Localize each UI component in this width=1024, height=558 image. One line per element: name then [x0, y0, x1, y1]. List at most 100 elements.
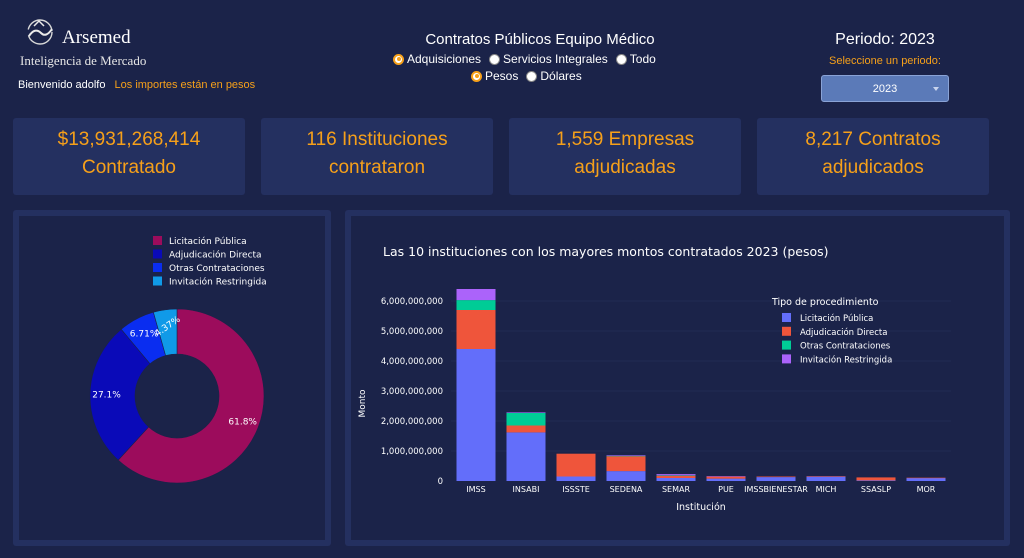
donut-slice-invitacion-restringida[interactable]: [153, 308, 178, 356]
bar-segment-imssbienestar-licitacion-publica[interactable]: [756, 477, 796, 481]
bar-segment-insabi-licitacion-publica[interactable]: [506, 432, 546, 481]
legend-label-otras-contrataciones[interactable]: Otras Contrataciones: [800, 342, 891, 352]
bar-segment-insabi-invitacion-restringida[interactable]: [506, 412, 546, 413]
radio-adquisiciones[interactable]: Adquisiciones: [393, 52, 481, 66]
bar-segment-insabi-adjudicacion-directa[interactable]: [506, 425, 546, 433]
legend-swatch-otras-contrataciones[interactable]: [782, 340, 791, 350]
bar-segment-semar-otras-contrataciones[interactable]: [656, 475, 696, 476]
bar-chart: Las 10 instituciones con los mayores mon…: [358, 244, 951, 513]
x-tick-label: ISSSTE: [562, 485, 590, 494]
radio-dot[interactable]: [526, 70, 538, 82]
radio-todo[interactable]: Todo: [615, 52, 656, 66]
bar-segment-sedena-invitacion-restringida[interactable]: [606, 455, 646, 456]
bar-segment-semar-invitacion-restringida[interactable]: [656, 474, 696, 476]
legend-label-licitacion-publica[interactable]: Licitación Pública: [800, 313, 873, 324]
legend-label-licitacion-publica[interactable]: Licitación Pública: [169, 236, 247, 247]
donut-slice-adjudicacion-directa[interactable]: [89, 328, 151, 461]
kpi-value: 116 Instituciones: [306, 129, 448, 150]
period-selected-value: 2023: [872, 82, 898, 95]
period-title: Periodo: 2023: [835, 31, 935, 48]
y-tick-label: 6,000,000,000: [381, 297, 443, 307]
radio-dot[interactable]: [489, 53, 501, 65]
radio-dot-selected[interactable]: [471, 70, 482, 82]
donut-slice-licitacion-publica[interactable]: [117, 308, 265, 484]
legend-swatch-adjudicacion-directa[interactable]: [782, 326, 791, 336]
brand-subtitle: Inteligencia de Mercado: [20, 53, 147, 68]
y-axis-label: Monto: [358, 389, 368, 418]
radio-label: Pesos: [485, 69, 519, 83]
donut-chart: Licitación Pública Adjudicación Directa Ot…: [89, 236, 267, 484]
bar-segment-pue-adjudicacion-directa[interactable]: [706, 476, 746, 479]
bar-segment-insabi-otras-contrataciones[interactable]: [506, 412, 546, 426]
radio-servicios-integrales[interactable]: Servicios Integrales: [489, 52, 608, 66]
bar-segment-pue-licitacion-publica[interactable]: [706, 478, 746, 481]
legend-label-invitacion-restringida[interactable]: Invitación Restringida: [800, 354, 892, 365]
bar-segment-ssaslp-licitacion-publica[interactable]: [856, 480, 896, 481]
radio-dolares[interactable]: Dólares: [526, 69, 582, 83]
bar-segment-imss-otras-contrataciones[interactable]: [456, 300, 496, 310]
kpi-card-total: $13,931,268,414 Contratado: [13, 118, 245, 195]
institutions-bar-panel: Las 10 instituciones con los mayores mon…: [345, 210, 1010, 546]
radio-label: Dólares: [540, 69, 582, 83]
donut-value-label: 27.1%: [92, 390, 121, 400]
radio-label: Adquisiciones: [407, 52, 482, 66]
legend-swatch-licitacion-publica[interactable]: [153, 236, 162, 245]
kpi-caption: adjudicadas: [574, 157, 676, 178]
logo-icon: [27, 19, 53, 45]
y-tick-label: 3,000,000,000: [381, 387, 443, 397]
bar-segment-ssaslp-adjudicacion-directa[interactable]: [856, 477, 896, 481]
kpi-caption: adjudicados: [822, 157, 924, 178]
legend-label-invitacion-restringida[interactable]: Invitación Restringida: [169, 277, 267, 288]
bar-segment-pue-invitacion-restringida[interactable]: [706, 476, 746, 477]
y-tick-label: 4,000,000,000: [381, 357, 443, 367]
bar-segment-semar-adjudicacion-directa[interactable]: [656, 475, 696, 478]
bar-segment-imss-licitacion-publica[interactable]: [456, 349, 496, 481]
legend-label-otras-contrataciones[interactable]: Otras Contrataciones: [169, 264, 265, 274]
y-tick-label: 5,000,000,000: [381, 327, 443, 337]
legend-swatch-invitacion-restringida[interactable]: [782, 354, 791, 364]
legend-title: Tipo de procedimiento: [771, 297, 879, 308]
bar-segment-sedena-otras-contrataciones[interactable]: [606, 455, 646, 457]
y-tick-label: 0: [438, 477, 443, 487]
y-tick-label: 1,000,000,000: [381, 447, 443, 457]
kpi-value: 8,217 Contratos: [805, 129, 941, 150]
legend-swatch-licitacion-publica[interactable]: [782, 313, 791, 322]
bar-segment-mich-adjudicacion-directa[interactable]: [806, 476, 846, 477]
period-dropdown[interactable]: 2023: [821, 75, 949, 102]
radio-label: Servicios Integrales: [503, 52, 608, 66]
chevron-down-icon[interactable]: [933, 87, 939, 91]
dashboard-title: Contratos Públicos Equipo Médico: [425, 31, 655, 48]
radio-dot[interactable]: [615, 53, 627, 65]
bar-segment-semar-licitacion-publica[interactable]: [656, 478, 696, 481]
x-tick-label: INSABI: [513, 485, 540, 494]
procedure-radio-group: Adquisiciones Servicios Integrales Todo: [393, 52, 656, 66]
welcome-text: Bienvenido adolfo: [18, 79, 106, 91]
x-tick-label: IMSSBIENESTAR: [744, 485, 808, 494]
x-tick-label: MOR: [917, 485, 936, 494]
donut-chart-area: Licitación Pública Adjudicación Directa Ot…: [19, 216, 325, 540]
bar-segment-issste-adjudicacion-directa[interactable]: [556, 453, 596, 477]
brand-name: Arsemed: [62, 27, 131, 48]
bar-chart-title: Las 10 instituciones con los mayores mon…: [383, 244, 829, 259]
legend-label-adjudicacion-directa[interactable]: Adjudicación Directa: [169, 250, 262, 261]
bar-segment-mor-licitacion-publica[interactable]: [906, 478, 946, 481]
bar-segment-mor-adjudicacion-directa[interactable]: [906, 477, 946, 479]
bar-segment-imss-adjudicacion-directa[interactable]: [456, 310, 496, 349]
radio-pesos[interactable]: Pesos: [471, 69, 518, 83]
bar-segment-issste-licitacion-publica[interactable]: [556, 476, 596, 482]
kpi-card-instituciones: 116 Instituciones contrataron: [261, 118, 493, 195]
legend-swatch-adjudicacion-directa[interactable]: [153, 249, 162, 259]
bar-segment-mich-licitacion-publica[interactable]: [806, 476, 846, 482]
donut-value-label: 61.8%: [228, 418, 257, 428]
legend-label-adjudicacion-directa[interactable]: Adjudicación Directa: [800, 327, 887, 338]
bar-segment-imssbienestar-adjudicacion-directa[interactable]: [756, 476, 796, 478]
bar-segment-sedena-licitacion-publica[interactable]: [606, 471, 646, 481]
donut-value-label: 6.71%: [130, 330, 159, 340]
legend-swatch-invitacion-restringida[interactable]: [153, 276, 162, 286]
bar-segment-imss-invitacion-restringida[interactable]: [456, 289, 496, 301]
x-tick-label: MICH: [816, 485, 837, 494]
radio-dot-selected[interactable]: [393, 53, 404, 65]
bar-segment-sedena-adjudicacion-directa[interactable]: [606, 456, 646, 472]
kpi-value: $13,931,268,414: [57, 129, 201, 150]
legend-swatch-otras-contrataciones[interactable]: [153, 263, 162, 272]
